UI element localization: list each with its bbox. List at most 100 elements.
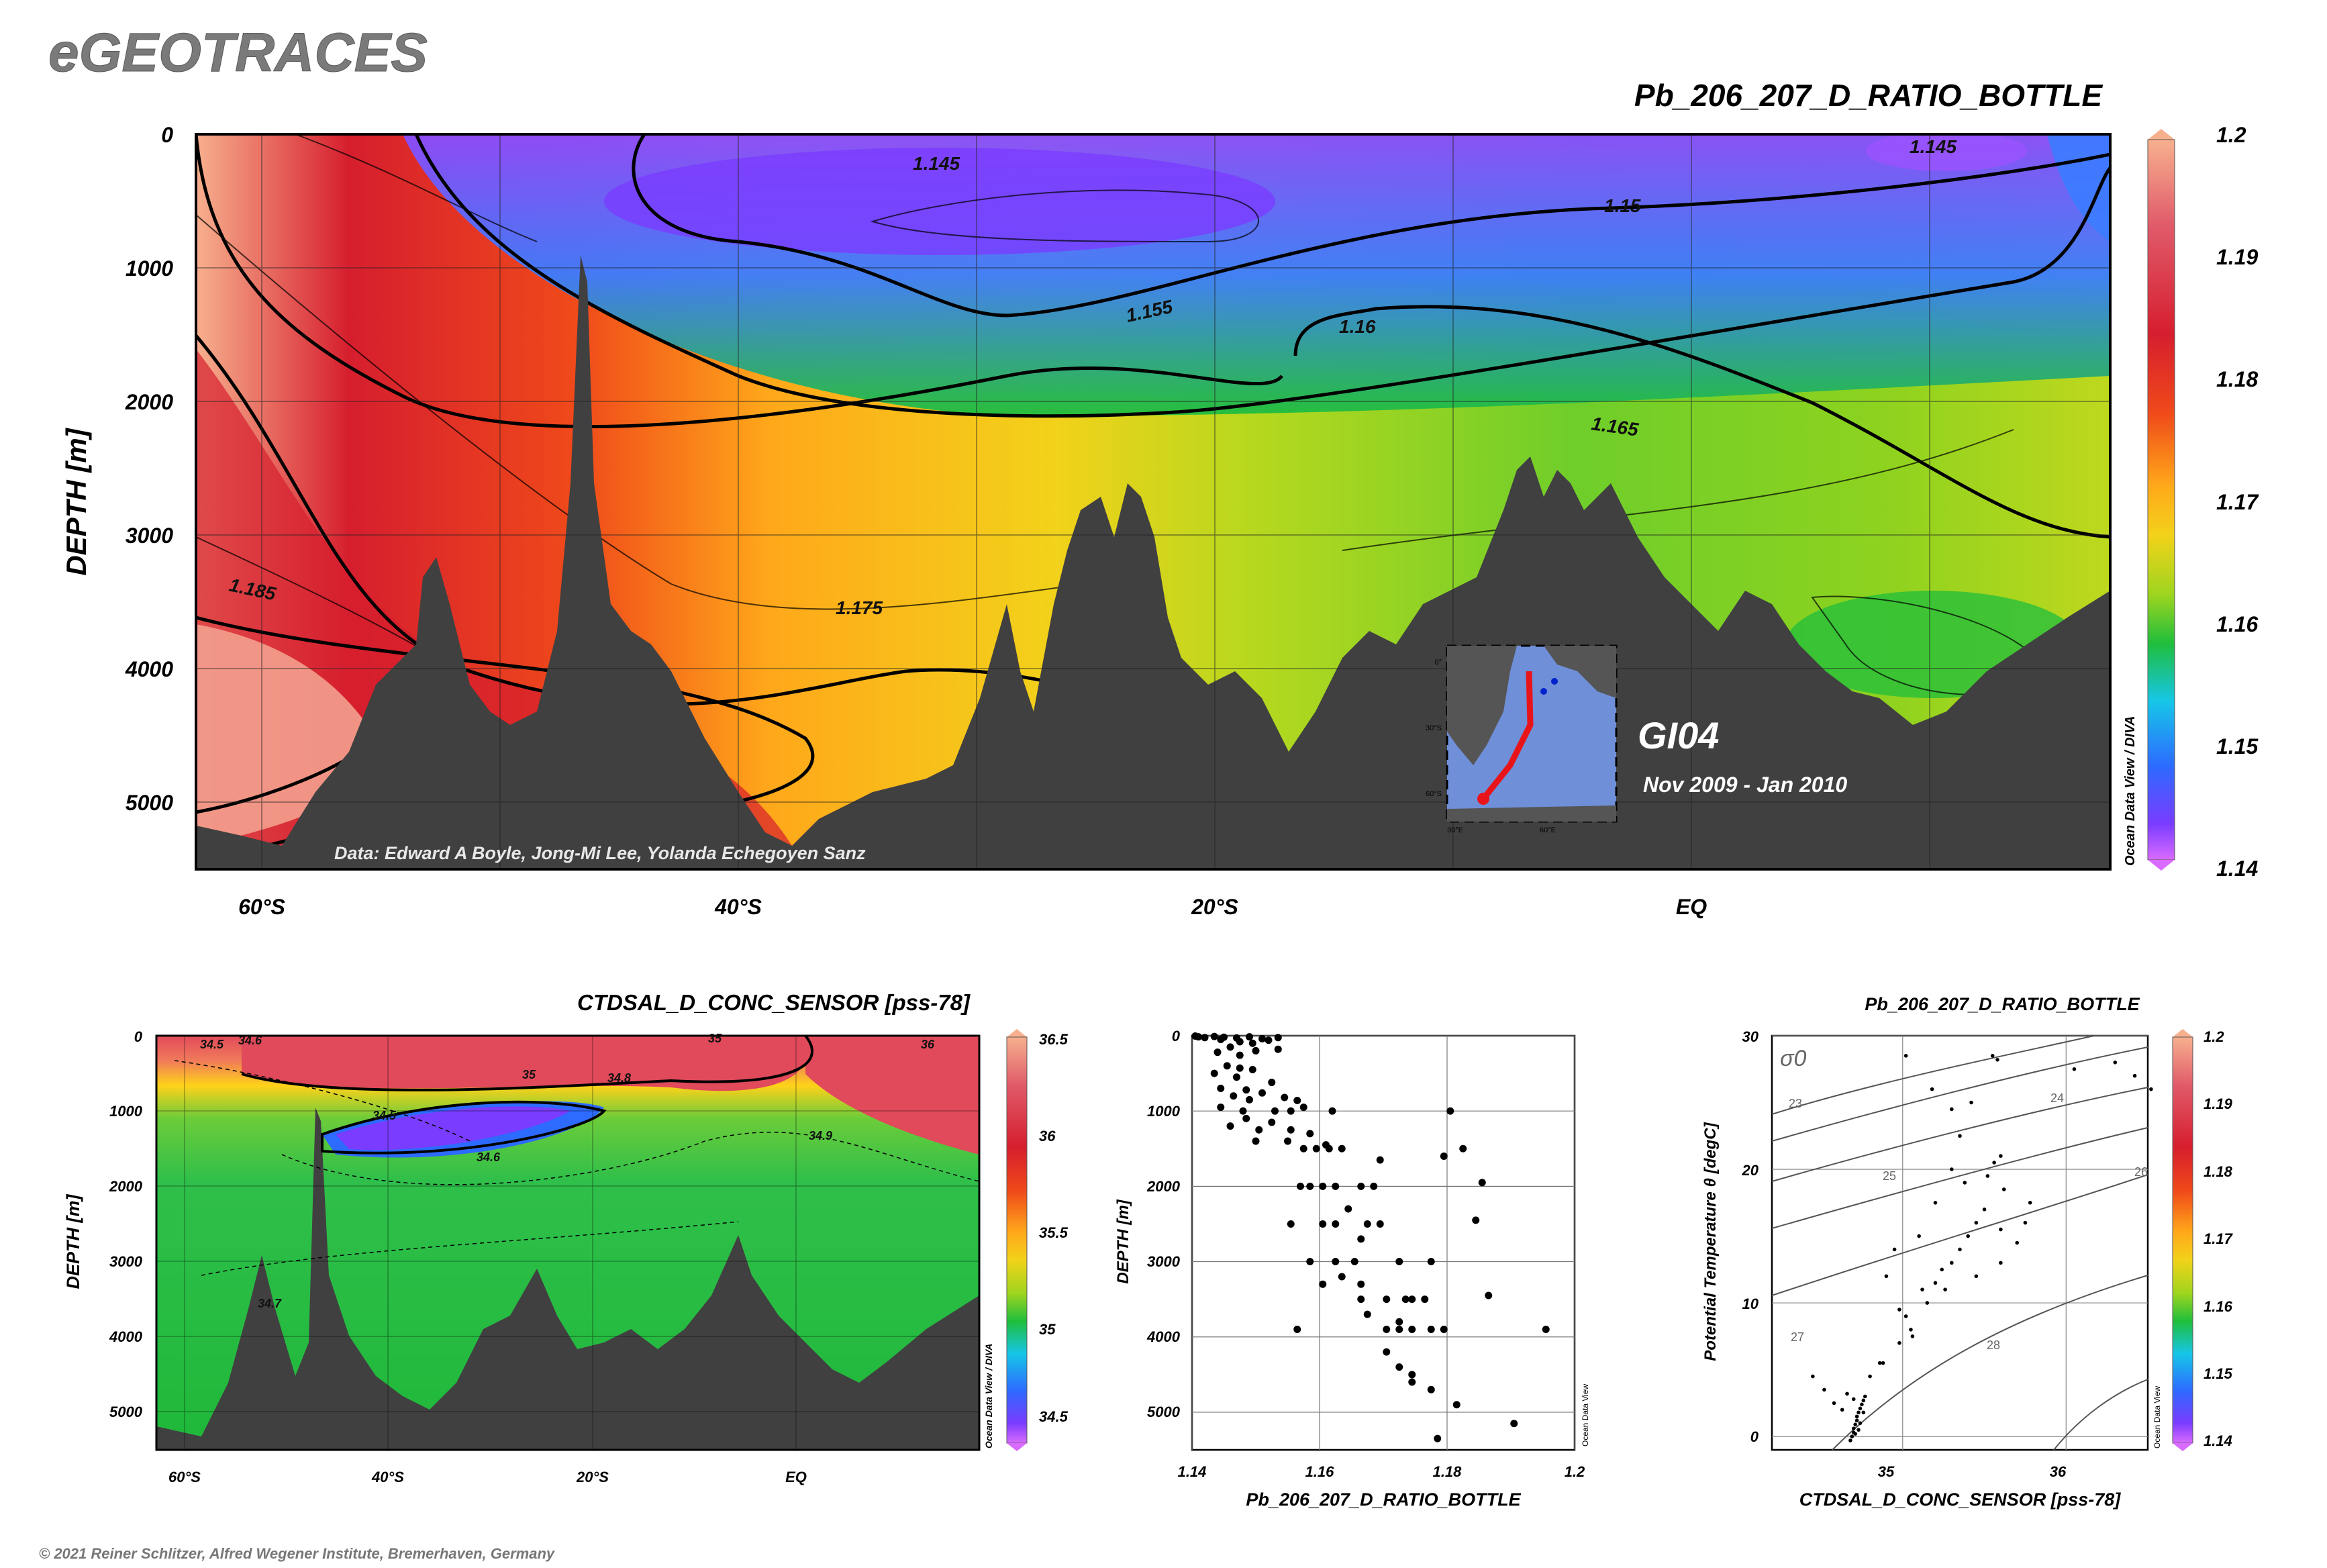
salinity-x-ticks: 60°S 40°S 20°S EQ — [168, 1469, 807, 1485]
ts-point-13 — [1853, 1432, 1857, 1436]
main-xtick-60s: 60°S — [238, 895, 285, 919]
profile-ytick-4000: 4000 — [1146, 1328, 1181, 1345]
ts-isopycnals — [1771, 1035, 2148, 1451]
ts-isopycnal-28: 28 — [1987, 1338, 2000, 1352]
ts-sigma-symbol: σ0 — [1780, 1046, 1807, 1071]
ts-point-12 — [1856, 1428, 1861, 1432]
ts-isopycnal-labels: σ0 23 24 25 26 27 28 — [1780, 1046, 2148, 1352]
salinity-ytick-1000: 1000 — [109, 1103, 143, 1120]
salinity-contour-label-2: 35 — [522, 1068, 536, 1081]
ts-point-41 — [1969, 1100, 1973, 1105]
main-section-minimum-core — [604, 148, 1275, 255]
profile-point-82 — [1395, 1326, 1403, 1334]
profile-point-94 — [1446, 1107, 1454, 1115]
ts-title: Pb_206_207_D_RATIO_BOTTLE — [1865, 994, 2140, 1014]
profile-point-63 — [1376, 1220, 1384, 1228]
salinity-contour-label-4: 35 — [708, 1032, 722, 1045]
profile-point-81 — [1383, 1326, 1391, 1334]
profile-point-44 — [1284, 1137, 1291, 1145]
ts-ytick-10: 10 — [1742, 1295, 1759, 1312]
main-ylabel: DEPTH [m] — [60, 427, 92, 575]
profile-point-21 — [1210, 1069, 1218, 1077]
ts-point-40 — [1950, 1107, 1954, 1112]
ts-colorbar-label-116: 1.16 — [2204, 1298, 2233, 1315]
cruise-period: Nov 2009 - Jan 2010 — [1643, 773, 1847, 797]
profile-point-76 — [1408, 1295, 1416, 1304]
ts-point-22 — [1868, 1374, 1872, 1379]
salinity-contour-label-5: 36 — [921, 1038, 935, 1051]
ts-point-31 — [1958, 1247, 1962, 1252]
main-x-ticks: 60°S 40°S 20°S EQ — [238, 895, 1707, 919]
main-section-title: Pb_206_207_D_RATIO_BOTTLE — [1634, 78, 2103, 113]
profile-xlabel: Pb_206_207_D_RATIO_BOTTLE — [1246, 1489, 1521, 1510]
profile-point-29 — [1281, 1093, 1289, 1101]
salinity-minimum-core — [336, 1106, 571, 1150]
profile-point-80 — [1293, 1326, 1301, 1334]
profile-point-77 — [1421, 1295, 1429, 1304]
profile-point-97 — [1472, 1216, 1480, 1224]
main-colorbar-label-115: 1.15 — [2216, 734, 2259, 758]
profile-point-52 — [1297, 1182, 1304, 1190]
ts-isopycnal-25: 25 — [1883, 1169, 1896, 1183]
salinity-seafloor — [156, 1108, 979, 1450]
profile-point-36 — [1328, 1107, 1336, 1115]
ts-point-17 — [1822, 1387, 1826, 1392]
cruise-label: GI04 — [1638, 714, 1719, 756]
main-data-credit: Data: Edward A Boyle, Jong-Mi Lee, Yolan… — [334, 843, 866, 863]
profile-point-47 — [1312, 1144, 1320, 1153]
profile-point-3 — [1210, 1032, 1218, 1040]
ts-point-35 — [1963, 1181, 1967, 1185]
profile-point-26 — [1258, 1089, 1266, 1097]
profile-point-78 — [1363, 1310, 1371, 1318]
profile-point-38 — [1268, 1118, 1276, 1126]
profile-ytick-1000: 1000 — [1147, 1103, 1181, 1120]
salinity-grid — [156, 1036, 979, 1450]
profile-point-7 — [1258, 1034, 1266, 1042]
salinity-contour-labels: 34.5 34.6 35 34.8 35 36 34.5 34.6 34.9 3… — [200, 1032, 935, 1310]
ts-point-66 — [2149, 1087, 2153, 1091]
profile-point-39 — [1226, 1122, 1234, 1130]
salinity-surface-high — [242, 1036, 808, 1091]
profile-point-91 — [1452, 1401, 1460, 1409]
profile-point-23 — [1268, 1079, 1276, 1087]
profile-point-27 — [1230, 1092, 1238, 1100]
profile-point-49 — [1338, 1144, 1346, 1153]
main-colorbar: 1.2 1.19 1.18 1.17 1.16 1.15 1.14 Ocean … — [2123, 123, 2259, 881]
main-section-frame — [195, 133, 2112, 871]
ts-point-55 — [2028, 1200, 2032, 1205]
salinity-ytick-2000: 2000 — [109, 1178, 143, 1195]
profile-point-19 — [1236, 1064, 1244, 1072]
profile-scatter-grid — [1191, 1035, 1575, 1450]
main-contour-label-1145b: 1.145 — [1910, 136, 1957, 157]
profile-point-87 — [1395, 1363, 1403, 1371]
main-colorbar-label-116: 1.16 — [2216, 612, 2258, 636]
ts-point-39 — [1958, 1134, 1962, 1138]
profile-point-46 — [1299, 1144, 1307, 1153]
profile-point-57 — [1370, 1182, 1378, 1190]
ts-point-52 — [1999, 1261, 2003, 1265]
ts-frame — [1771, 1034, 2149, 1451]
salinity-contour-label-3: 34.8 — [607, 1071, 631, 1085]
salinity-y-ticks: 0 1000 2000 3000 4000 5000 — [109, 1028, 143, 1420]
profile-point-50 — [1376, 1156, 1384, 1164]
salinity-east-high — [805, 1036, 979, 1155]
salinity-colorbar-credit: Ocean Data View / DIVA — [983, 1344, 994, 1449]
profile-point-6 — [1246, 1033, 1253, 1041]
profile-point-16 — [1214, 1048, 1222, 1057]
ts-point-6 — [1854, 1414, 1859, 1419]
profile-point-90 — [1427, 1385, 1435, 1393]
profile-point-73 — [1357, 1295, 1365, 1304]
ts-y-ticks: 0 10 20 30 — [1742, 1028, 1759, 1445]
ts-point-29 — [1940, 1267, 1944, 1272]
salinity-xtick-20s: 20°S — [576, 1469, 609, 1485]
ts-point-65 — [2132, 1073, 2137, 1078]
profile-point-96 — [1478, 1179, 1486, 1187]
salinity-title: CTDSAL_D_CONC_SENSOR [pss-78] — [577, 990, 971, 1015]
salinity-ytick-3000: 3000 — [109, 1253, 143, 1270]
profile-point-53 — [1306, 1182, 1314, 1190]
salinity-ytick-4000: 4000 — [109, 1328, 143, 1345]
ts-point-28 — [1933, 1281, 1938, 1285]
main-colorbar-label-120: 1.2 — [2216, 123, 2246, 147]
ts-colorbar-label-117: 1.17 — [2204, 1230, 2234, 1247]
